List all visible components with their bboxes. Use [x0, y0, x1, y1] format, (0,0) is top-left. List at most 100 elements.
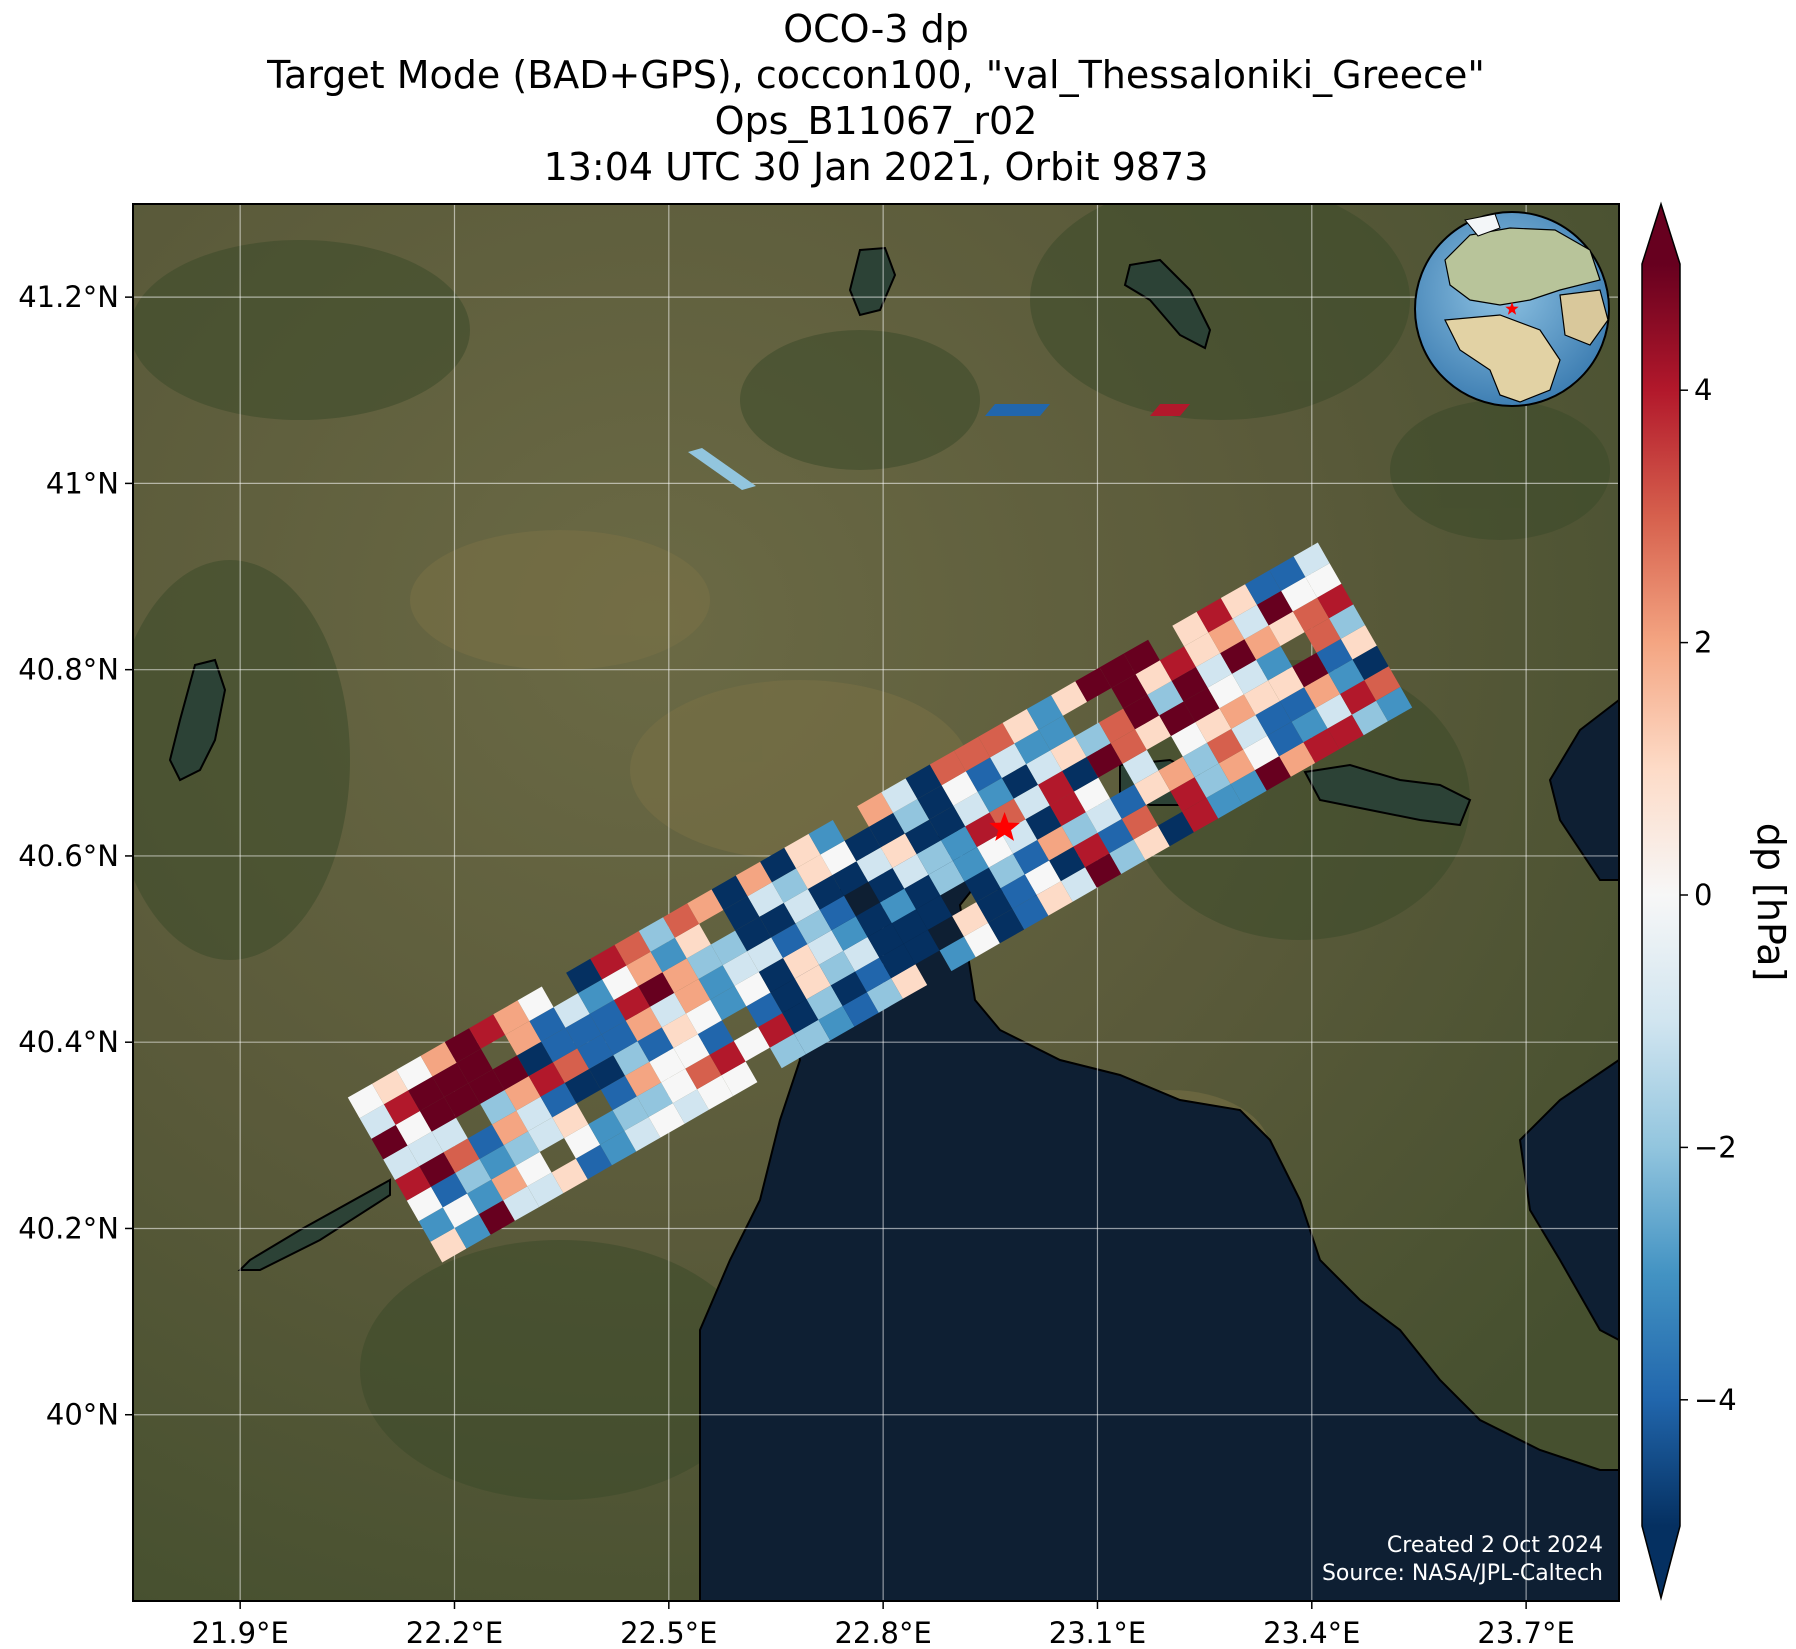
sounding: [600, 1130, 637, 1166]
sounding: [1075, 667, 1112, 702]
sounding: [893, 799, 930, 834]
sounding: [1256, 590, 1293, 626]
y-tick-label: 40.6°N: [18, 839, 119, 873]
colorbar-tick-label: 0: [1694, 878, 1712, 912]
sounding: [844, 826, 881, 862]
sounding: [685, 1054, 722, 1090]
sounding: [1134, 770, 1171, 805]
chart-title: OCO-3 dp Target Mode (BAD+GPS), coccon10…: [133, 6, 1619, 190]
sounding: [721, 1061, 758, 1096]
x-tick-label: 22.2°E: [406, 1616, 503, 1649]
sounding: [1256, 646, 1293, 681]
sounding: [1291, 707, 1328, 743]
sounding: [1304, 618, 1341, 653]
y-tick-label: 41°N: [46, 466, 119, 500]
title-line-2: Target Mode (BAD+GPS), coccon100, "val_T…: [267, 53, 1485, 97]
globe-africa: [1444, 314, 1561, 403]
sounding: [1026, 695, 1063, 730]
sounding: [879, 943, 916, 979]
sounding: [1001, 819, 1038, 854]
sounding: [516, 1041, 553, 1077]
sounding: [807, 930, 844, 965]
y-tick-label: 40.8°N: [18, 653, 119, 687]
sounding: [808, 820, 845, 855]
sounding: [529, 1007, 566, 1042]
sounding: [395, 1166, 431, 1201]
sounding: [904, 874, 941, 910]
sounding: [674, 979, 711, 1014]
sounding: [1255, 701, 1292, 736]
sounding: [406, 1186, 443, 1222]
sounding: [988, 908, 1025, 944]
sounding: [588, 1110, 625, 1145]
lake-polyfytos: [237, 1178, 391, 1271]
sounding: [1317, 583, 1354, 619]
sounding-swath: [347, 542, 1413, 1263]
sounding: [575, 1144, 612, 1180]
sounding: [1024, 860, 1061, 895]
sounding: [577, 979, 614, 1014]
sounding: [624, 1117, 661, 1152]
sounding: [830, 971, 867, 1006]
sounding: [1303, 728, 1340, 763]
colorbar-extend-max: [1642, 204, 1680, 264]
sounding: [697, 1075, 734, 1110]
sounding: [492, 1055, 529, 1090]
sounding: [515, 1151, 552, 1187]
sounding: [1074, 777, 1110, 813]
sounding: [747, 937, 783, 972]
sounding: [916, 840, 953, 875]
sounding: [1109, 839, 1146, 874]
sounding: [444, 1028, 481, 1063]
x-tick-label: 22.8°E: [834, 1616, 931, 1649]
sounding: [977, 833, 1013, 868]
sounding: [1182, 797, 1219, 833]
sounding: [467, 1179, 504, 1215]
sounding: [383, 1145, 420, 1180]
sounding: [420, 1042, 457, 1077]
sounding: [880, 888, 916, 924]
sounding: [1135, 660, 1172, 695]
sounding: [1315, 694, 1352, 729]
sounding: [1157, 811, 1194, 847]
sounding: [1085, 798, 1122, 833]
sounding: [904, 819, 941, 855]
sounding: [661, 1013, 698, 1048]
sounding: [1123, 694, 1160, 730]
sounding: [905, 764, 942, 799]
sounding: [855, 902, 892, 937]
sounding: [1243, 680, 1280, 715]
sounding: [540, 1082, 577, 1118]
sounding: [891, 909, 928, 944]
sea-east: [1518, 1058, 1619, 1342]
sounding: [493, 1000, 530, 1035]
target-site-marker: [989, 812, 1020, 841]
sounding: [503, 1131, 540, 1166]
sounding: [929, 750, 966, 786]
sounding: [1218, 749, 1255, 784]
colorbar-tick-label: −2: [1694, 1130, 1737, 1164]
sounding: [734, 971, 771, 1007]
sounding: [866, 978, 903, 1013]
sounding: [1159, 701, 1196, 736]
sounding: [807, 875, 844, 910]
sounding: [419, 1097, 456, 1132]
sounding: [1158, 756, 1195, 792]
sounding: [672, 1089, 709, 1124]
sounding: [1061, 812, 1098, 847]
sounding: [783, 889, 820, 924]
title-line-3: Ops_B11067_r02: [714, 99, 1038, 143]
colorbar-ticks: 4 2 0 −2 −4: [1680, 373, 1737, 1417]
sounding: [1172, 611, 1209, 647]
sounding: [722, 951, 759, 986]
sounding: [1281, 577, 1318, 612]
sounding: [952, 902, 989, 937]
sounding: [941, 771, 978, 806]
sounding: [1049, 791, 1086, 826]
sounding: [613, 1041, 650, 1076]
sounding: [832, 861, 869, 896]
colorbar-outline: [1641, 201, 1681, 1601]
sounding: [468, 1069, 505, 1104]
sounding: [939, 936, 976, 972]
sounding: [1074, 722, 1111, 757]
